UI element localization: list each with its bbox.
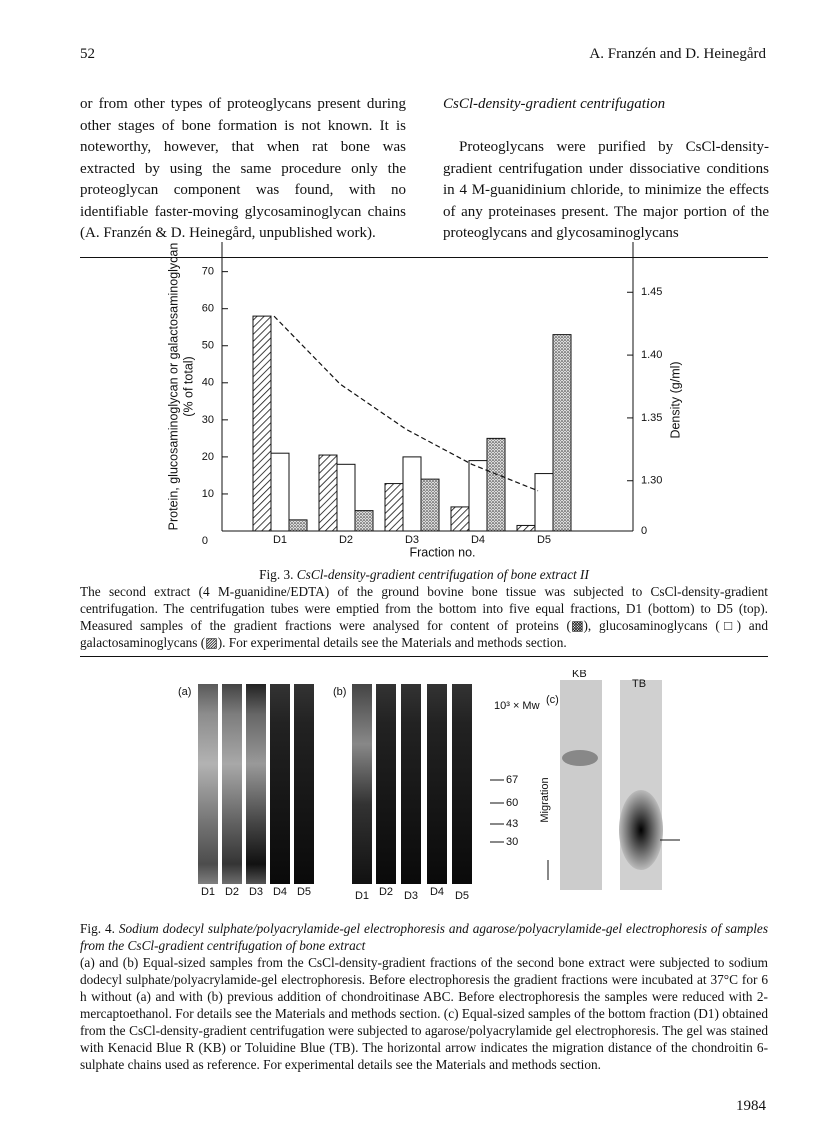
bar [288,519,308,532]
caption-title: CsCl-density-gradient centrifugation of … [296,567,589,582]
x-axis-label: Fraction no. [409,545,475,559]
caption-title: Sodium dodecyl sulphate/polyacrylamide-g… [80,921,769,953]
x-tick-label: D2 [339,534,353,546]
panel-label: (c) [546,694,559,706]
lane-label: D1 [201,886,215,898]
y-tick-label: 60 [202,303,214,315]
figure4-caption: Fig. 4. Sodium dodecyl sulphate/polyacry… [80,920,768,1073]
caption-text: (a) and (b) Equal-sized samples from the… [80,955,768,1072]
y-tick-label: 50 [202,340,214,352]
panel-label: (b) [333,686,346,698]
y-tick-label: 20 [202,451,214,463]
y2-tick-label: 1.35 [641,412,662,424]
marker: 43 [506,818,518,830]
mw-label: 10³ × Mw [494,700,540,712]
y-tick-label: 0 [202,535,208,547]
x-tick-label: D1 [273,534,287,546]
lane-label: D2 [379,886,393,898]
lane-label: D3 [249,886,263,898]
y2-tick-label: 1.30 [641,475,662,487]
y-tick-label: 10 [202,488,214,500]
bar [516,524,536,532]
y2-axis-label: Density (g/ml) [668,361,682,438]
figure3-chart: 0 10 20 30 40 50 60 70 0 1.30 1.35 1.40 1.45 Protein,… [166,242,682,559]
lane-label: D1 [355,890,369,900]
bar [252,315,272,532]
lane-label: D4 [430,886,444,898]
lane-label: D5 [297,886,311,898]
figure4-gels: (a) (b) (c) 10³ × Mw 67 60 43 30 KB TB M… [178,670,680,900]
y2-tick-label: 1.40 [641,349,662,361]
marker: 30 [506,836,518,848]
caption-text: The second extract (4 M-guanidine/EDTA) … [80,584,768,650]
bar [318,454,338,532]
lane-label: D3 [404,890,418,900]
y2-tick-label: 0 [641,525,647,537]
authors: A. Franzén and D. Heinegård [589,46,766,62]
caption-label: Fig. 3. [259,567,294,582]
figure3-caption: Fig. 3. CsCl-density-gradient centrifuga… [80,566,768,651]
x-tick-label: D5 [537,534,551,546]
lane-label: D5 [455,890,469,900]
rule [80,656,768,657]
section-heading: CsCl-density-gradient centrifugation [443,96,666,112]
caption-label: Fig. 4. [80,921,115,936]
stain-label: KB [572,670,587,680]
lane-label: D4 [273,886,287,898]
rule [80,257,768,258]
bar [552,334,572,532]
marker: 67 [506,774,518,786]
bar [450,506,470,532]
bar [402,456,422,532]
panel-label: (a) [178,686,191,698]
right-column: Proteoglycans were purified by CsCl-dens… [443,139,769,241]
y-axis-label: (% of total) [181,356,195,416]
y-tick-label: 70 [202,266,214,278]
left-column: or from other types of proteoglycans pre… [80,96,406,241]
bar [420,478,440,532]
density-line [273,315,539,492]
lane-label: D2 [225,886,239,898]
y-axis-label: Protein, glucosaminoglycan or galactosam… [166,243,180,531]
y-tick-label: 40 [202,377,214,389]
migration-label: Migration [539,777,551,822]
x-tick-label: D4 [471,534,485,546]
page-number: 52 [80,46,95,62]
x-tick-label: D3 [405,534,419,546]
y2-tick-label: 1.45 [641,286,662,298]
bar [486,437,506,532]
stain-label: TB [632,678,646,690]
bar [270,452,290,532]
bar [384,483,404,532]
y-tick-label: 30 [202,414,214,426]
bar [336,463,356,532]
bar [354,510,374,532]
marker: 60 [506,797,518,809]
footer-number: 1984 [736,1098,766,1114]
bar [468,460,488,532]
bar [534,473,554,532]
